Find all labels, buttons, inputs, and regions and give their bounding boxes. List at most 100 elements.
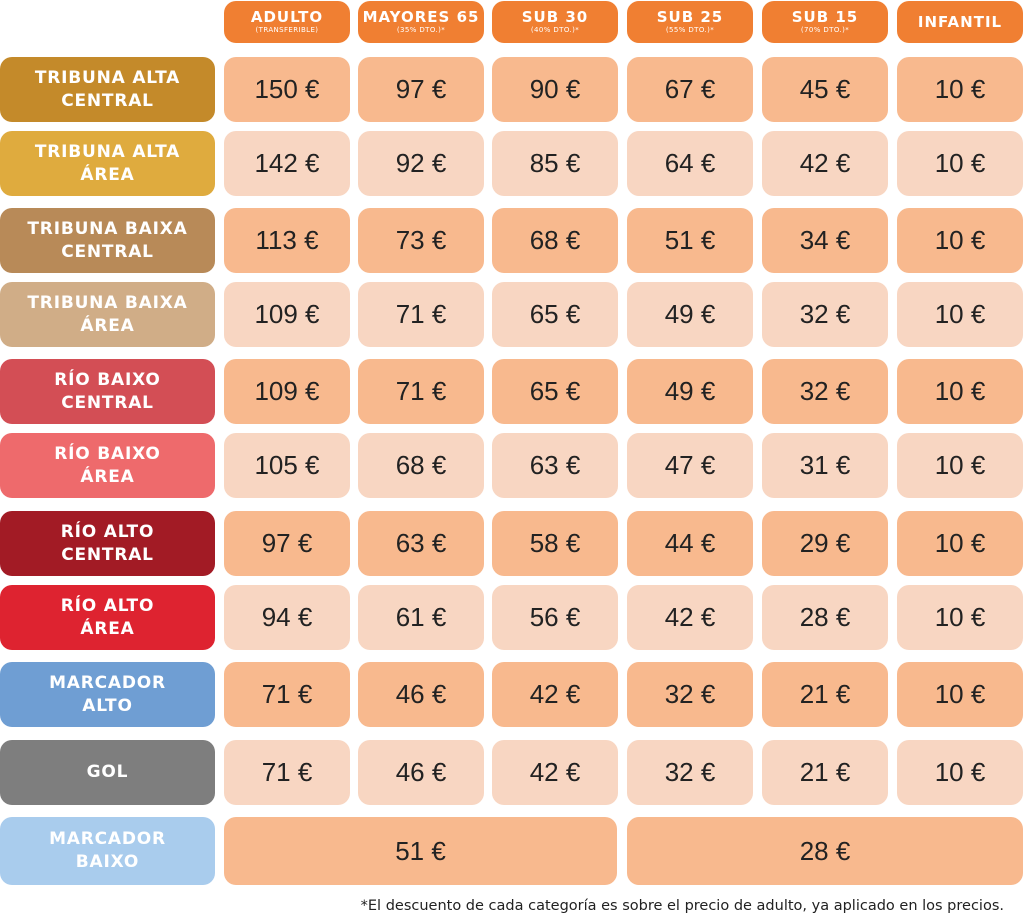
- column-header-title: ADULTO: [250, 8, 324, 26]
- price-cell: 10 €: [897, 740, 1023, 805]
- column-header: SUB 30 (40% DTO.)*: [492, 1, 618, 43]
- zone-label-line: RÍO ALTO: [60, 595, 155, 616]
- zone-label-line: TRIBUNA ALTA: [34, 141, 181, 162]
- price-cell: 10 €: [897, 662, 1023, 727]
- zone-label: RÍO ALTO ÁREA: [0, 585, 215, 650]
- column-header-title: INFANTIL: [917, 13, 1003, 31]
- price-cell: 42 €: [627, 585, 753, 650]
- zone-label-line: CENTRAL: [61, 392, 154, 413]
- price-cell: 46 €: [358, 740, 484, 805]
- column-header: SUB 25 (55% DTO.)*: [627, 1, 753, 43]
- zone-label: RÍO ALTO CENTRAL: [0, 511, 215, 576]
- price-cell: 10 €: [897, 208, 1023, 273]
- price-cell: 10 €: [897, 585, 1023, 650]
- price-cell: 63 €: [492, 433, 618, 498]
- column-header-title: MAYORES 65: [362, 8, 480, 26]
- zone-label: MARCADOR BAIXO: [0, 817, 215, 885]
- price-cell: 10 €: [897, 433, 1023, 498]
- zone-label-line: CENTRAL: [61, 241, 154, 262]
- price-cell: 42 €: [492, 662, 618, 727]
- column-header: SUB 15 (70% DTO.)*: [762, 1, 888, 43]
- price-cell: 109 €: [224, 282, 350, 347]
- price-cell: 97 €: [358, 57, 484, 122]
- price-cell: 28 €: [762, 585, 888, 650]
- price-cell: 71 €: [358, 359, 484, 424]
- zone-label-line: ALTO: [82, 695, 133, 716]
- zone-label-line: RÍO BAIXO: [54, 369, 161, 390]
- zone-label-line: TRIBUNA BAIXA: [27, 218, 188, 239]
- price-cell: 61 €: [358, 585, 484, 650]
- zone-label: TRIBUNA ALTA CENTRAL: [0, 57, 215, 122]
- zone-label-line: RÍO ALTO: [60, 521, 155, 542]
- price-cell: 92 €: [358, 131, 484, 196]
- zone-label-line: TRIBUNA BAIXA: [27, 292, 188, 313]
- price-cell: 58 €: [492, 511, 618, 576]
- price-cell: 105 €: [224, 433, 350, 498]
- column-header: MAYORES 65 (35% DTO.)*: [358, 1, 484, 43]
- price-cell: 73 €: [358, 208, 484, 273]
- price-cell: 64 €: [627, 131, 753, 196]
- price-cell: 10 €: [897, 359, 1023, 424]
- price-cell: 67 €: [627, 57, 753, 122]
- zone-label-line: GOL: [86, 762, 129, 782]
- zone-label-line: ÁREA: [80, 315, 135, 336]
- price-cell: 97 €: [224, 511, 350, 576]
- price-cell: 68 €: [492, 208, 618, 273]
- price-cell: 85 €: [492, 131, 618, 196]
- price-cell: 63 €: [358, 511, 484, 576]
- price-cell: 34 €: [762, 208, 888, 273]
- price-cell: 29 €: [762, 511, 888, 576]
- column-header-title: SUB 15: [791, 8, 859, 26]
- price-cell: 45 €: [762, 57, 888, 122]
- zone-label-line: MARCADOR: [49, 672, 166, 693]
- price-cell: 31 €: [762, 433, 888, 498]
- price-cell: 44 €: [627, 511, 753, 576]
- price-cell: 42 €: [492, 740, 618, 805]
- price-cell: 71 €: [224, 662, 350, 727]
- price-cell: 49 €: [627, 282, 753, 347]
- zone-label-line: RÍO BAIXO: [54, 443, 161, 464]
- price-cell: 21 €: [762, 662, 888, 727]
- price-cell: 32 €: [762, 359, 888, 424]
- price-cell: 10 €: [897, 131, 1023, 196]
- price-cell-merged: 28 €: [627, 817, 1023, 885]
- zone-label-line: TRIBUNA ALTA: [34, 67, 181, 88]
- zone-label: TRIBUNA BAIXA ÁREA: [0, 282, 215, 347]
- price-cell: 32 €: [627, 740, 753, 805]
- price-cell-merged: 51 €: [224, 817, 617, 885]
- price-cell: 90 €: [492, 57, 618, 122]
- price-cell: 65 €: [492, 282, 618, 347]
- price-cell: 21 €: [762, 740, 888, 805]
- price-cell: 109 €: [224, 359, 350, 424]
- price-cell: 10 €: [897, 511, 1023, 576]
- column-header-subtitle: (40% DTO.)*: [530, 26, 580, 34]
- column-header-title: SUB 25: [656, 8, 724, 26]
- zone-label-line: ÁREA: [80, 618, 135, 639]
- price-cell: 10 €: [897, 282, 1023, 347]
- zone-label: MARCADOR ALTO: [0, 662, 215, 727]
- zone-label-line: BAIXO: [75, 852, 140, 872]
- price-cell: 47 €: [627, 433, 753, 498]
- column-header: INFANTIL: [897, 1, 1023, 43]
- price-cell: 71 €: [224, 740, 350, 805]
- column-header-subtitle: (55% DTO.)*: [665, 26, 715, 34]
- column-header-subtitle: (TRANSFERIBLE): [255, 26, 319, 34]
- price-cell: 42 €: [762, 131, 888, 196]
- column-header-subtitle: (70% DTO.)*: [800, 26, 850, 34]
- column-header-title: SUB 30: [521, 8, 589, 26]
- column-header-subtitle: (35% DTO.)*: [396, 26, 446, 34]
- column-header: ADULTO (TRANSFERIBLE): [224, 1, 350, 43]
- zone-label: TRIBUNA BAIXA CENTRAL: [0, 208, 215, 273]
- zone-label: GOL: [0, 740, 215, 805]
- zone-label-line: ÁREA: [80, 466, 135, 487]
- zone-label: RÍO BAIXO CENTRAL: [0, 359, 215, 424]
- zone-label-line: MARCADOR: [49, 829, 166, 849]
- price-cell: 51 €: [627, 208, 753, 273]
- price-cell: 150 €: [224, 57, 350, 122]
- footnote: *El descuento de cada categoría es sobre…: [360, 898, 1004, 914]
- zone-label: TRIBUNA ALTA ÁREA: [0, 131, 215, 196]
- price-cell: 32 €: [762, 282, 888, 347]
- zone-label-line: CENTRAL: [61, 90, 154, 111]
- zone-label-line: CENTRAL: [61, 544, 154, 565]
- price-cell: 46 €: [358, 662, 484, 727]
